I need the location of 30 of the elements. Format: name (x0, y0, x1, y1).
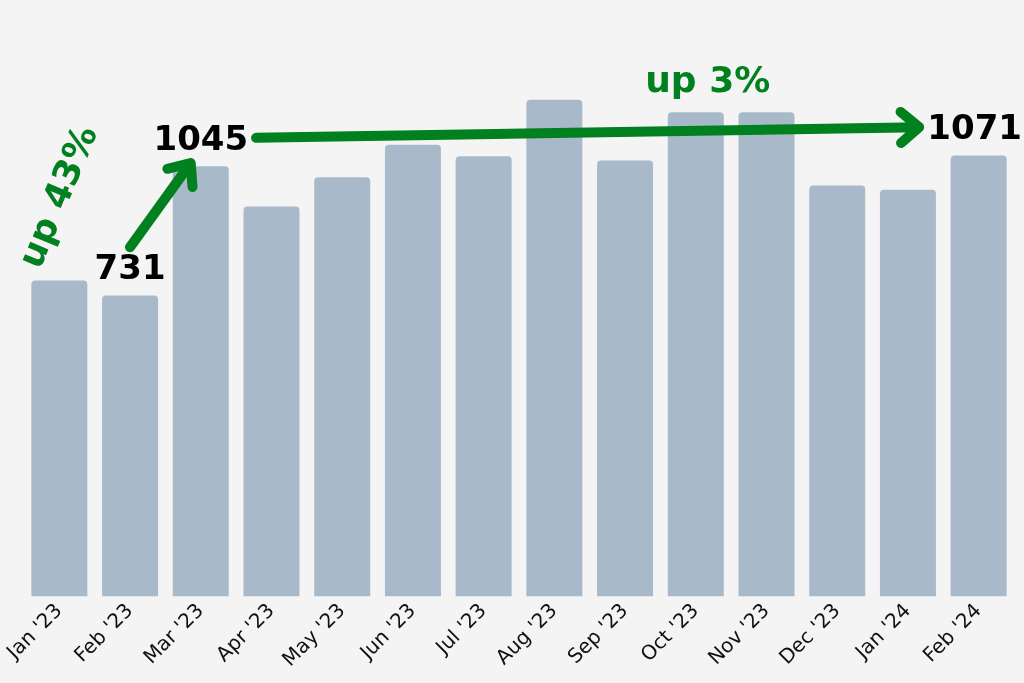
bar (31, 280, 88, 597)
bar (879, 189, 936, 597)
bar (809, 185, 866, 597)
x-tick-label: Feb '24 (917, 598, 986, 667)
x-tick-label: Sep '23 (562, 598, 633, 669)
bar (314, 177, 371, 597)
x-tick-label: Jun '23 (353, 598, 421, 666)
bar (455, 156, 512, 597)
bar (738, 112, 795, 597)
bar (667, 112, 724, 597)
annotation: up 3% (645, 59, 771, 101)
bar (243, 206, 300, 597)
x-tick-label: Jan '24 (848, 598, 916, 665)
bar (950, 155, 1007, 597)
data-label: 1071 (927, 107, 1023, 148)
bar (102, 295, 159, 597)
bar (597, 160, 654, 597)
x-tick-label: Jul '23 (429, 598, 491, 660)
x-tick-label: Jan '23 (0, 598, 67, 665)
x-tick-label: Nov '23 (702, 598, 774, 670)
x-tick-label: Mar '23 (137, 598, 208, 669)
bar (526, 99, 583, 597)
bar (172, 166, 229, 597)
x-tick-label: Dec '23 (773, 598, 845, 669)
bar (384, 144, 441, 597)
x-tick-label: Oct '23 (635, 598, 703, 666)
data-label: 731 (94, 247, 166, 288)
x-tick-label: Feb '23 (68, 598, 138, 667)
x-tick-label: Apr '23 (210, 598, 279, 666)
data-label: 1045 (153, 117, 249, 158)
